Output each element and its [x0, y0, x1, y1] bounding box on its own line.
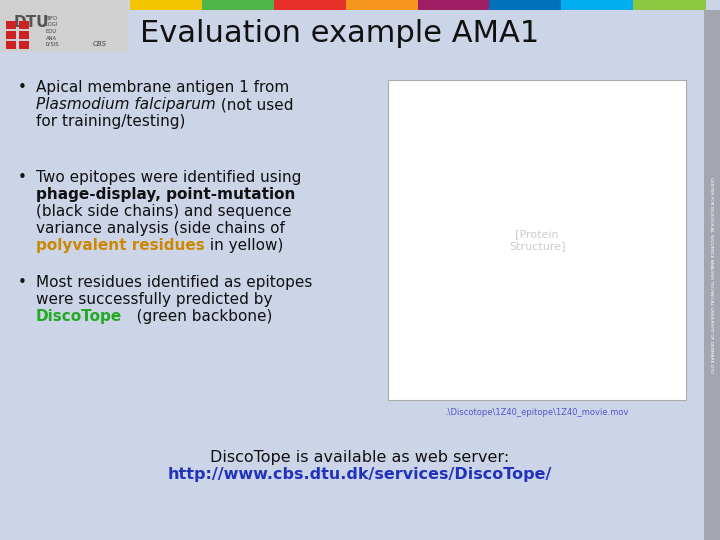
FancyBboxPatch shape [704, 10, 720, 540]
Text: DiscoTope is available as web server:: DiscoTope is available as web server: [210, 450, 510, 465]
Text: CENTER FOR BIOLOGICAL SEQUENCE ANALYSIS TECHNICAL UNIVERSITY OF DENMARK DTU: CENTER FOR BIOLOGICAL SEQUENCE ANALYSIS … [710, 177, 714, 373]
Text: Apical membrane antigen 1 from: Apical membrane antigen 1 from [36, 80, 294, 95]
Text: (black side chains) and sequence: (black side chains) and sequence [36, 204, 292, 219]
FancyBboxPatch shape [130, 0, 202, 10]
Text: Plasmodium falciparum: Plasmodium falciparum [36, 97, 216, 112]
Text: [Protein
Structure]: [Protein Structure] [509, 229, 565, 251]
FancyBboxPatch shape [562, 0, 634, 10]
Text: (not used: (not used [216, 97, 293, 112]
FancyBboxPatch shape [0, 0, 720, 50]
Text: EDU: EDU [46, 29, 57, 34]
FancyBboxPatch shape [388, 80, 686, 400]
FancyBboxPatch shape [6, 21, 16, 29]
Text: Evaluation example AMA1: Evaluation example AMA1 [140, 19, 539, 48]
Text: •: • [18, 275, 27, 290]
FancyBboxPatch shape [6, 31, 16, 39]
Text: DiscoTope: DiscoTope [36, 309, 122, 324]
FancyBboxPatch shape [19, 21, 29, 29]
Text: polyvalent residues: polyvalent residues [36, 238, 204, 253]
Text: .\Discotope\1Z40_epitope\1Z40_movie.mov: .\Discotope\1Z40_epitope\1Z40_movie.mov [445, 408, 629, 417]
FancyBboxPatch shape [418, 0, 490, 10]
Text: for training/testing): for training/testing) [36, 114, 185, 129]
Text: were successfully predicted by: were successfully predicted by [36, 292, 272, 307]
Text: •: • [18, 170, 27, 185]
FancyBboxPatch shape [0, 0, 128, 52]
Text: DTU: DTU [14, 15, 50, 30]
FancyBboxPatch shape [19, 41, 29, 49]
Text: variance analysis (side chains of: variance analysis (side chains of [36, 221, 285, 236]
Text: BIFO: BIFO [46, 16, 58, 21]
Text: phage-display, point-mutation: phage-display, point-mutation [36, 187, 295, 202]
Text: http://www.cbs.dtu.dk/services/DiscoTope/: http://www.cbs.dtu.dk/services/DiscoTope… [168, 467, 552, 482]
FancyBboxPatch shape [274, 0, 346, 10]
Text: in yellow): in yellow) [204, 238, 283, 253]
FancyBboxPatch shape [202, 0, 274, 10]
Text: CBS: CBS [93, 41, 107, 47]
FancyBboxPatch shape [19, 31, 29, 39]
Text: Two epitopes were identified using: Two epitopes were identified using [36, 170, 302, 185]
FancyBboxPatch shape [633, 0, 706, 10]
Text: ANA: ANA [46, 36, 57, 40]
FancyBboxPatch shape [490, 0, 562, 10]
Text: LYSIS: LYSIS [46, 42, 60, 47]
Text: Most residues identified as epitopes: Most residues identified as epitopes [36, 275, 312, 290]
Text: •: • [18, 80, 27, 95]
Text: LOGI: LOGI [46, 23, 58, 28]
Text: (green backbone): (green backbone) [122, 309, 273, 324]
FancyBboxPatch shape [6, 41, 16, 49]
FancyBboxPatch shape [346, 0, 418, 10]
